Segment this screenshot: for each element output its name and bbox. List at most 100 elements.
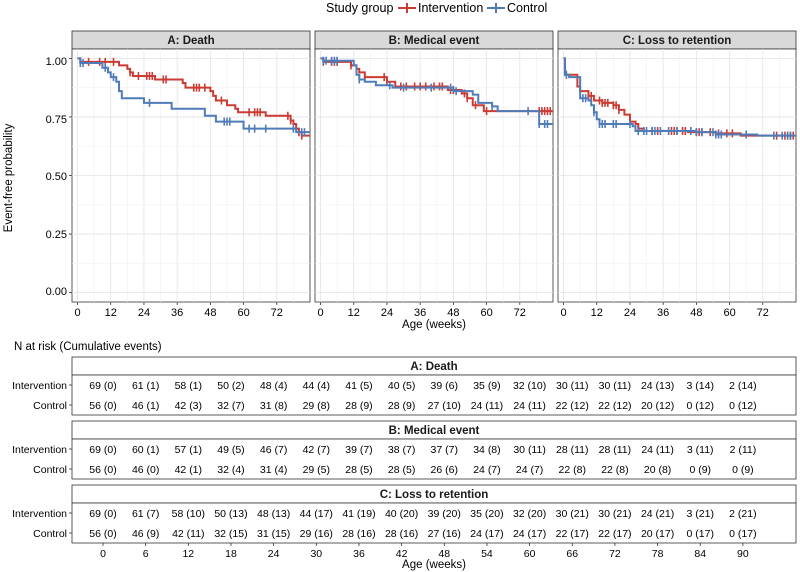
panel-b: B: Medical event 0 12 24 36 48 60 72: [314, 30, 554, 319]
risk-cell: 28 (11): [556, 444, 589, 456]
x-tick-label: 12: [591, 307, 603, 319]
risk-cell: 49 (5): [217, 444, 244, 456]
x-tick-label: 0: [317, 307, 323, 319]
y-tick-label: 0.00: [46, 286, 67, 298]
risk-panel-a-title: A: Death: [410, 361, 457, 373]
risk-cell: 31 (8): [260, 400, 287, 412]
risk-cell: 57 (1): [175, 444, 202, 456]
risk-cell: 58 (1): [175, 380, 202, 392]
risk-cell: 2 (21): [729, 508, 756, 520]
risk-cell: 69 (0): [89, 508, 116, 520]
risk-cell: 61 (1): [132, 380, 159, 392]
risk-cell: 48 (13): [257, 508, 290, 520]
risk-row-label: Control: [33, 528, 67, 540]
km-curve-control: [563, 57, 796, 137]
risk-cell: 41 (19): [342, 508, 375, 520]
panel-a-title: A: Death: [167, 35, 214, 47]
risk-cell: 28 (16): [385, 528, 418, 540]
panel-a-grid: [72, 49, 310, 302]
risk-x-tick-label: 48: [438, 548, 450, 560]
risk-cell: 28 (9): [388, 400, 415, 412]
risk-row-label: Control: [33, 464, 67, 476]
risk-cell: 3 (21): [687, 508, 714, 520]
risk-cell: 24 (7): [516, 464, 543, 476]
risk-cell: 22 (12): [556, 400, 589, 412]
risk-cell: 56 (0): [89, 400, 116, 412]
panel-b-grid: [315, 49, 553, 302]
risk-cell: 26 (6): [431, 464, 458, 476]
x-tick-label: 60: [723, 307, 735, 319]
risk-cell: 22 (17): [598, 528, 631, 540]
x-tick-label: 24: [381, 307, 393, 319]
risk-panel-c-title: C: Loss to retention: [380, 489, 489, 501]
panel-b-curves: [320, 56, 553, 128]
risk-cell: 40 (5): [388, 380, 415, 392]
risk-x-tick-label: 36: [353, 548, 365, 560]
risk-x-tick-label: 42: [396, 548, 408, 560]
risk-cell: 30 (11): [556, 380, 589, 392]
risk-cell: 2 (14): [729, 380, 756, 392]
risk-cell: 0 (9): [689, 464, 711, 476]
panel-a-curves: [77, 57, 310, 140]
risk-cell: 24 (11): [513, 400, 546, 412]
risk-cell: 39 (7): [345, 444, 372, 456]
risk-x-tick-label: 12: [182, 548, 194, 560]
risk-x-tick-label: 84: [694, 548, 706, 560]
risk-cell: 60 (1): [132, 444, 159, 456]
risk-x-tick-label: 18: [225, 548, 237, 560]
risk-cell: 56 (0): [89, 528, 116, 540]
x-tick-label: 0: [74, 307, 80, 319]
risk-table-x-axis-label: Age (weeks): [402, 559, 466, 571]
risk-row-label: Intervention: [12, 508, 67, 520]
risk-cell: 32 (7): [217, 400, 244, 412]
risk-cell: 28 (5): [345, 464, 372, 476]
y-tick-label: 1.00: [46, 56, 67, 68]
risk-cell: 30 (21): [598, 508, 631, 520]
risk-cell: 22 (17): [556, 528, 589, 540]
panel-c-grid: [558, 49, 796, 302]
risk-table: A: Death Intervention 69 (0) 61 (1) 58 (1) 5…: [12, 356, 797, 571]
risk-cell: 50 (13): [214, 508, 247, 520]
risk-cell: 69 (0): [89, 380, 116, 392]
risk-cell: 20 (8): [644, 464, 671, 476]
legend-label-intervention: Intervention: [418, 1, 483, 15]
risk-cell: 28 (16): [342, 528, 375, 540]
risk-panel-c: C: Loss to retention Intervention 69 (0) 6…: [12, 484, 797, 544]
risk-cell: 44 (4): [303, 380, 330, 392]
risk-cell: 35 (20): [470, 508, 503, 520]
risk-table-x-ticks: 0 6 12 18 24 30 36 42 48 54 60 66 72 78 84 90: [100, 543, 749, 560]
x-tick-label: 48: [204, 307, 216, 319]
risk-panel-b: B: Medical event Intervention 69 (0) 60 (1…: [12, 420, 797, 480]
x-tick-label: 60: [237, 307, 249, 319]
risk-x-tick-label: 60: [524, 548, 536, 560]
risk-x-tick-label: 72: [609, 548, 621, 560]
risk-cell: 69 (0): [89, 444, 116, 456]
x-tick-label: 36: [657, 307, 669, 319]
risk-panel-b-body: [71, 438, 797, 480]
risk-panel-b-title: B: Medical event: [389, 425, 480, 437]
risk-panel-c-rows: Intervention 69 (0) 61 (7) 58 (10) 50 (13) 48…: [12, 508, 756, 540]
risk-cell: 20 (17): [641, 528, 674, 540]
y-tick-label: 0.25: [46, 229, 67, 241]
x-tick-label: 24: [138, 307, 150, 319]
risk-cell: 0 (9): [732, 464, 754, 476]
risk-cell: 46 (0): [132, 464, 159, 476]
risk-cell: 39 (6): [431, 380, 458, 392]
risk-row-label: Intervention: [12, 380, 67, 392]
risk-cell: 24 (17): [513, 528, 546, 540]
risk-cell: 2 (11): [730, 444, 757, 456]
risk-cell: 42 (3): [175, 400, 202, 412]
risk-cell: 29 (8): [303, 400, 330, 412]
risk-cell: 50 (2): [217, 380, 244, 392]
panel-b-x-ticks: 0 12 24 36 48 60 72: [317, 302, 526, 319]
risk-panel-a-body: [71, 374, 797, 416]
risk-x-tick-label: 30: [310, 548, 322, 560]
risk-cell: 56 (0): [89, 464, 116, 476]
x-tick-label: 48: [447, 307, 459, 319]
risk-x-tick-label: 90: [737, 548, 749, 560]
x-tick-label: 24: [624, 307, 636, 319]
risk-cell: 24 (17): [470, 528, 503, 540]
x-tick-label: 72: [514, 307, 526, 319]
risk-cell: 3 (14): [687, 380, 714, 392]
